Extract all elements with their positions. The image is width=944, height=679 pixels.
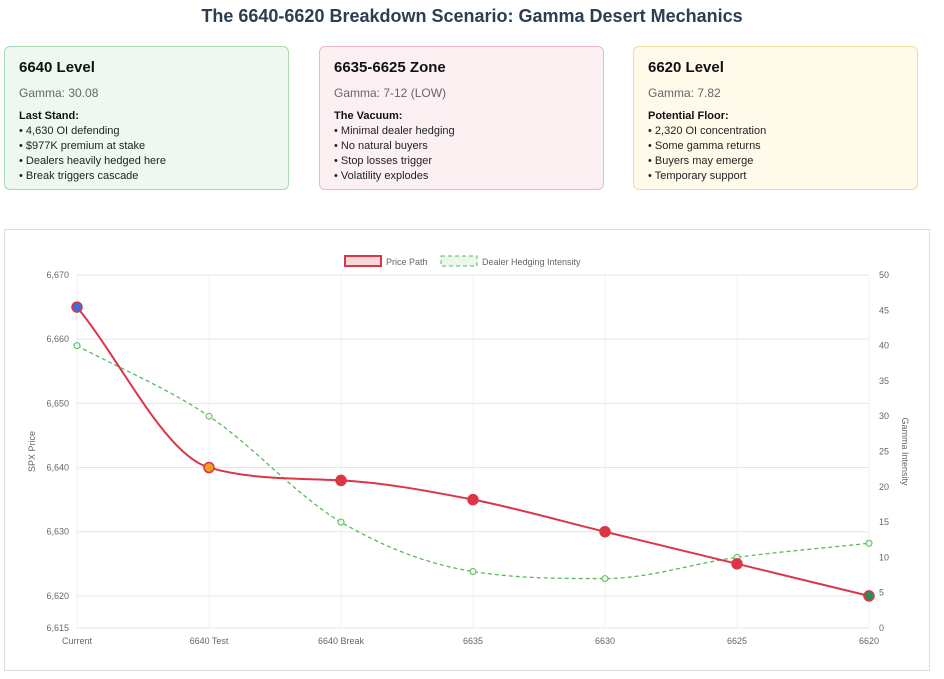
card-bullet: 4,630 OI defending	[19, 124, 288, 139]
hedging-point	[205, 412, 213, 420]
card-bullets: 2,320 OI concentration Some gamma return…	[648, 124, 917, 184]
x-tick-label: 6620	[859, 636, 879, 646]
price-point	[599, 525, 611, 538]
legend-swatch-price	[344, 255, 382, 267]
y2-tick-label: 45	[879, 305, 889, 315]
card-bullets: Minimal dealer hedging No natural buyers…	[334, 124, 603, 184]
card-bullet: Temporary support	[648, 169, 917, 184]
x-tick-label: 6630	[595, 636, 615, 646]
hedging-point	[73, 342, 81, 350]
price-point	[203, 461, 215, 474]
price-point	[863, 590, 875, 602]
card-heading: 6635-6625 Zone	[334, 59, 446, 76]
x-tick-label: 6635	[463, 636, 483, 646]
price-point	[467, 493, 479, 506]
card-6640-level: 6640 Level Gamma: 30.08 Last Stand: 4,63…	[4, 46, 289, 190]
card-bullet: Dealers heavily hedged here	[19, 154, 288, 169]
x-tick-label: 6625	[727, 636, 747, 646]
card-bullet: $977K premium at stake	[19, 139, 288, 154]
x-tick-label: 6640 Break	[318, 636, 365, 646]
hedging-point	[601, 575, 609, 583]
y-tick-label: 6,650	[46, 398, 69, 408]
y2-tick-label: 0	[879, 623, 884, 633]
legend-swatch-hedging	[440, 255, 478, 267]
legend-label-price: Price Path	[386, 257, 428, 267]
card-vacuum-zone: 6635-6625 Zone Gamma: 7-12 (LOW) The Vac…	[319, 46, 604, 190]
card-heading: 6620 Level	[648, 59, 724, 76]
price-point	[71, 301, 83, 313]
price-point	[335, 474, 347, 487]
x-tick-label: Current	[62, 636, 93, 646]
card-bullet: Volatility explodes	[334, 169, 603, 184]
y-tick-label: 6,640	[46, 463, 69, 473]
card-bullet: Minimal dealer hedging	[334, 124, 603, 139]
y2-tick-label: 10	[879, 552, 889, 562]
card-gamma: Gamma: 7-12 (LOW)	[334, 86, 447, 100]
card-bullet: 2,320 OI concentration	[648, 124, 917, 139]
card-bullet: No natural buyers	[334, 139, 603, 154]
card-label: Potential Floor:	[648, 110, 729, 122]
y-tick-label: 6,630	[46, 527, 69, 537]
y2-tick-label: 25	[879, 447, 889, 457]
hedging-point	[337, 518, 345, 526]
y-tick-label: 6,615	[46, 623, 69, 633]
y2-tick-label: 30	[879, 411, 889, 421]
hedging-point	[865, 539, 873, 547]
legend-label-hedging: Dealer Hedging Intensity	[482, 257, 581, 267]
card-label: Last Stand:	[19, 110, 79, 122]
card-gamma: Gamma: 7.82	[648, 86, 721, 100]
card-bullet: Some gamma returns	[648, 139, 917, 154]
card-label: The Vacuum:	[334, 110, 403, 122]
card-gamma: Gamma: 30.08	[19, 86, 99, 100]
y-tick-label: 6,660	[46, 334, 69, 344]
y2-tick-label: 15	[879, 517, 889, 527]
card-6620-level: 6620 Level Gamma: 7.82 Potential Floor: …	[633, 46, 918, 190]
card-bullets: 4,630 OI defending $977K premium at stak…	[19, 124, 288, 184]
card-heading: 6640 Level	[19, 59, 95, 76]
y2-tick-label: 40	[879, 341, 889, 351]
y2-axis-title: Gamma Intensity	[900, 417, 910, 486]
y-axis-title: SPX Price	[27, 431, 37, 472]
x-tick-label: 6640 Test	[190, 636, 229, 646]
y-tick-label: 6,670	[46, 270, 69, 280]
chart-legend: Price Path Dealer Hedging Intensity	[344, 255, 581, 267]
price-point	[731, 558, 743, 570]
chart-container: 6,670 6,660 6,650 6,640 6,630 6,620 6,615 Curre…	[4, 229, 930, 671]
page-title: The 6640-6620 Breakdown Scenario: Gamma …	[201, 6, 743, 26]
y2-tick-label: 20	[879, 482, 889, 492]
card-bullet: Buyers may emerge	[648, 154, 917, 169]
y2-tick-label: 5	[879, 588, 884, 598]
hedging-point	[469, 568, 477, 576]
y2-tick-label: 50	[879, 270, 889, 280]
line-chart: 6,670 6,660 6,650 6,640 6,630 6,620 6,615 Curre…	[27, 255, 910, 646]
y-tick-label: 6,620	[46, 591, 69, 601]
card-bullet: Stop losses trigger	[334, 154, 603, 169]
y2-tick-label: 35	[879, 376, 889, 386]
card-bullet: Break triggers cascade	[19, 169, 288, 184]
